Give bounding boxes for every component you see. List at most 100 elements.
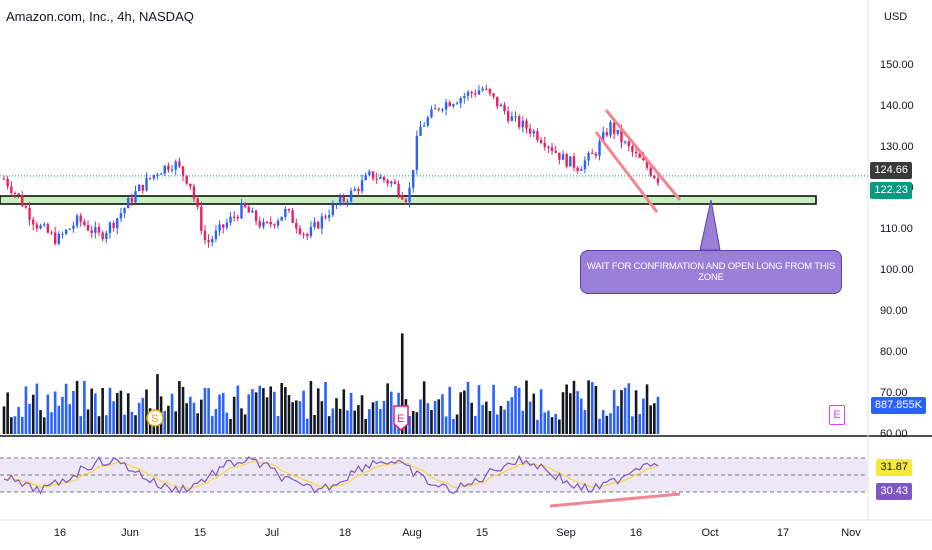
candle-body [68, 228, 71, 230]
candle-body [591, 153, 594, 155]
volume-bar [39, 410, 42, 434]
candle-body [108, 222, 112, 233]
candle-body [119, 213, 123, 219]
candle-body [528, 128, 532, 134]
candle-body [46, 224, 50, 233]
volume-bar [342, 389, 346, 434]
volume-bar [452, 418, 455, 434]
candle-body [302, 233, 305, 235]
candle-body [10, 186, 13, 193]
candle-body [13, 192, 17, 194]
candle-body [547, 146, 550, 148]
candle-body [35, 224, 39, 229]
candle-body [594, 153, 598, 156]
volume-bar [225, 412, 229, 434]
volume-bar [210, 416, 214, 434]
candle-body [101, 232, 104, 240]
volume-bar [426, 403, 430, 434]
volume-bar [196, 413, 199, 434]
candle-body [211, 239, 214, 243]
candle-body [364, 175, 367, 181]
candle-body [645, 160, 649, 168]
last-price-badge: 124.66 [870, 162, 912, 179]
volume-bar [214, 408, 218, 434]
volume-bar [20, 416, 24, 434]
volume-bar [115, 392, 119, 434]
candle-body [627, 141, 630, 147]
candle-body [404, 199, 408, 203]
volume-bar [46, 394, 50, 434]
earnings-marker-icon[interactable]: E [829, 405, 845, 425]
volume-bar [415, 412, 419, 434]
candle-body [346, 201, 349, 203]
candle-body [174, 161, 177, 170]
volume-bar [579, 398, 583, 434]
candle-body [112, 222, 115, 228]
volume-bar [50, 412, 53, 434]
candle-body [240, 203, 243, 219]
price-tick-label: 100.00 [880, 264, 914, 276]
candle-body [105, 232, 108, 240]
volume-bar [335, 398, 338, 434]
volume-bar [466, 381, 470, 434]
candle-body [638, 153, 641, 158]
candle-body [218, 224, 221, 231]
candle-body [558, 152, 561, 160]
candle-body [232, 216, 236, 218]
volume-bar [353, 410, 357, 434]
volume-bar [72, 390, 75, 434]
volume-bar [346, 410, 349, 434]
volume-bar [514, 385, 517, 434]
volume-bar [470, 402, 473, 434]
volume-bar [499, 406, 503, 434]
volume-bar [455, 414, 459, 434]
candle-body [371, 171, 375, 179]
volume-bar [528, 401, 532, 434]
candle-body [397, 183, 400, 196]
candle-body [200, 206, 203, 231]
candle-body [422, 125, 426, 127]
volume-bar [433, 400, 437, 434]
candle-body [57, 234, 61, 244]
volume-bar [645, 384, 649, 434]
candle-body [419, 126, 422, 136]
candle-body [163, 165, 166, 174]
candle-body [156, 174, 159, 176]
candle-body [525, 120, 528, 129]
time-tick-label: 15 [194, 527, 206, 539]
candle-body [565, 154, 568, 167]
volume-bar [590, 381, 594, 434]
volume-bar [558, 419, 561, 434]
candle-body [306, 234, 309, 237]
volume-bar [262, 388, 265, 434]
volume-bar [444, 416, 448, 434]
volume-bar [422, 381, 426, 434]
volume-bar [207, 388, 210, 434]
volume-bar [587, 380, 590, 434]
candle-body [390, 181, 393, 184]
candle-body [357, 188, 360, 192]
volume-bar [199, 399, 203, 434]
candle-body [2, 178, 6, 180]
time-tick-label: 18 [339, 527, 351, 539]
volume-bar [218, 394, 221, 434]
candle-body [64, 229, 68, 234]
volume-bar [68, 404, 72, 434]
candle-body [178, 161, 181, 167]
volume-bar [163, 410, 167, 434]
volume-bar [525, 380, 528, 434]
volume-bar [309, 381, 313, 434]
candle-body [477, 90, 481, 95]
volume-bar [506, 400, 510, 434]
volume-bar [287, 395, 291, 434]
volume-bar [627, 383, 631, 434]
candle-body [634, 151, 638, 154]
candle-body [269, 221, 272, 225]
annotation-callout[interactable]: WAIT FOR CONFIRMATION AND OPEN LONG FROM… [580, 250, 842, 294]
currency-label: USD [884, 11, 907, 23]
volume-bar [408, 415, 411, 434]
volume-bar [156, 374, 159, 434]
time-tick-label: 16 [630, 527, 642, 539]
volume-bar [97, 416, 101, 434]
